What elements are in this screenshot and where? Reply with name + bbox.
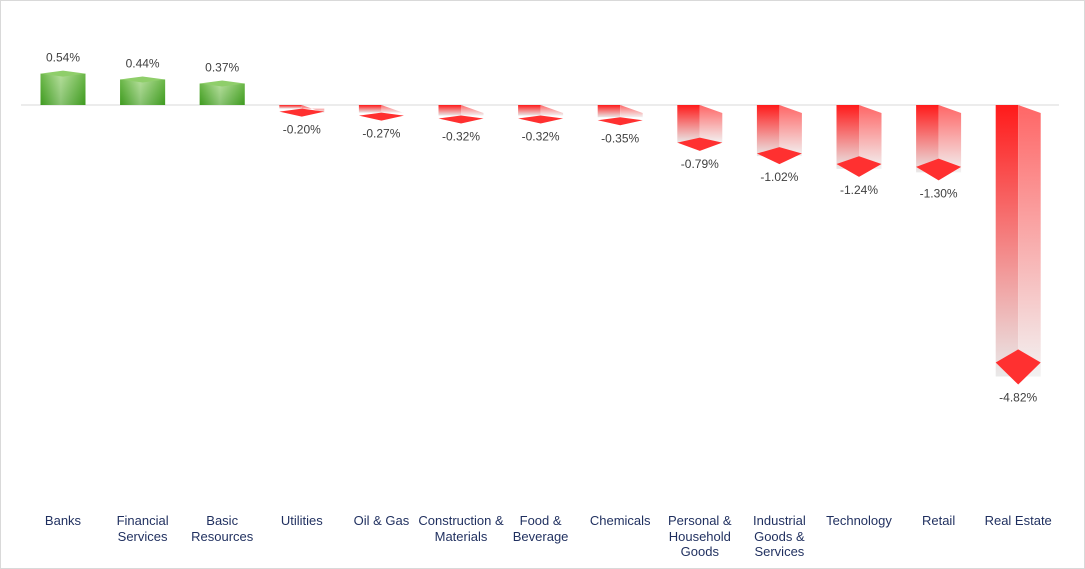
category-label-utilities: Utilities — [280, 513, 323, 528]
bar-retail — [916, 105, 962, 181]
bar-body — [756, 105, 780, 157]
bar-tip — [995, 349, 1041, 385]
bar-tip — [916, 158, 962, 181]
data-label-oil-and-gas: -0.27% — [362, 127, 400, 141]
bar-financial-services — [120, 76, 166, 105]
bar-tip — [358, 112, 404, 121]
bar-food-and-beverage — [518, 105, 564, 124]
bar-real-estate — [995, 105, 1041, 385]
data-label-banks: 0.54% — [46, 51, 80, 65]
bar-tip — [677, 137, 723, 151]
bar-tip — [597, 117, 643, 126]
category-label-technology: Technology — [826, 513, 892, 528]
bar-side — [1018, 105, 1041, 377]
bar-body — [995, 105, 1019, 377]
category-label-real-estate: Real Estate — [984, 513, 1052, 528]
bar-body — [916, 105, 939, 173]
bar-side — [540, 105, 564, 116]
bar-tip — [438, 115, 484, 124]
bar-oil-and-gas — [358, 105, 404, 121]
bar-industrial-goods-and-services — [756, 105, 802, 165]
category-label-chemicals: Chemicals — [589, 513, 651, 528]
data-labels: 0.54% 0.44% 0.37% -0.20% -0.27% -0.32% -0.32% -… — [46, 51, 1038, 405]
bar-cap — [120, 76, 166, 83]
bar-side — [859, 105, 882, 169]
bar-banks — [40, 70, 86, 105]
bar-shade — [120, 79, 166, 105]
category-label-retail: Retail — [921, 513, 956, 528]
bar-side — [461, 105, 484, 116]
category-label-financial-services: Financial Services — [116, 513, 169, 544]
category-label-construction-and-materials: Construction & Materials — [418, 513, 504, 544]
bar-utilities — [279, 105, 325, 117]
data-label-industrial-goods-and-services: -1.02% — [760, 170, 798, 184]
data-label-personal-and-household-goods: -0.79% — [681, 157, 719, 171]
bar-chemicals — [597, 105, 643, 126]
bar-tip — [836, 156, 882, 177]
bar-side — [938, 105, 962, 173]
data-label-utilities: -0.20% — [283, 123, 321, 137]
data-label-chemicals: -0.35% — [601, 131, 639, 145]
category-label-basic-resources: Basic Resources — [191, 513, 254, 544]
category-label-oil-and-gas: Oil & Gas — [353, 513, 410, 528]
bar-body — [836, 105, 859, 169]
bar-body — [518, 105, 541, 116]
data-label-retail: -1.30% — [920, 186, 958, 200]
category-label-food-and-beverage: Food & Beverage — [512, 513, 569, 544]
bar-basic-resources — [199, 80, 245, 105]
data-label-technology: -1.24% — [840, 183, 878, 197]
bar-technology — [836, 105, 882, 177]
bar-side — [699, 105, 723, 143]
bar-body — [279, 105, 302, 109]
bar-side — [381, 105, 404, 113]
category-label-banks: Banks — [44, 513, 82, 528]
category-label-industrial-goods-and-services: Industrial Goods & Services — [753, 513, 806, 559]
bar-tip — [756, 147, 802, 165]
bar-shade — [40, 73, 86, 105]
bar-series — [40, 70, 1041, 385]
bar-tip — [279, 108, 325, 117]
bar-body — [438, 105, 461, 116]
bar-side — [779, 105, 802, 157]
data-label-construction-and-materials: -0.32% — [442, 130, 480, 144]
data-label-basic-resources: 0.37% — [205, 61, 239, 75]
bar-cap — [199, 80, 245, 87]
bar-tip — [518, 115, 564, 124]
category-label-personal-and-household-goods: Personal & Household Goods — [668, 513, 732, 559]
bar-body — [358, 105, 382, 113]
bar-shade — [199, 83, 245, 105]
bar-body — [597, 105, 621, 118]
bar-cap — [40, 70, 86, 77]
bar-body — [677, 105, 700, 143]
data-label-food-and-beverage: -0.32% — [522, 130, 560, 144]
bar-side — [620, 105, 643, 118]
data-label-real-estate: -4.82% — [999, 391, 1037, 405]
data-label-financial-services: 0.44% — [126, 56, 160, 70]
bar-construction-and-materials — [438, 105, 484, 124]
bar-personal-and-household-goods — [677, 105, 723, 151]
